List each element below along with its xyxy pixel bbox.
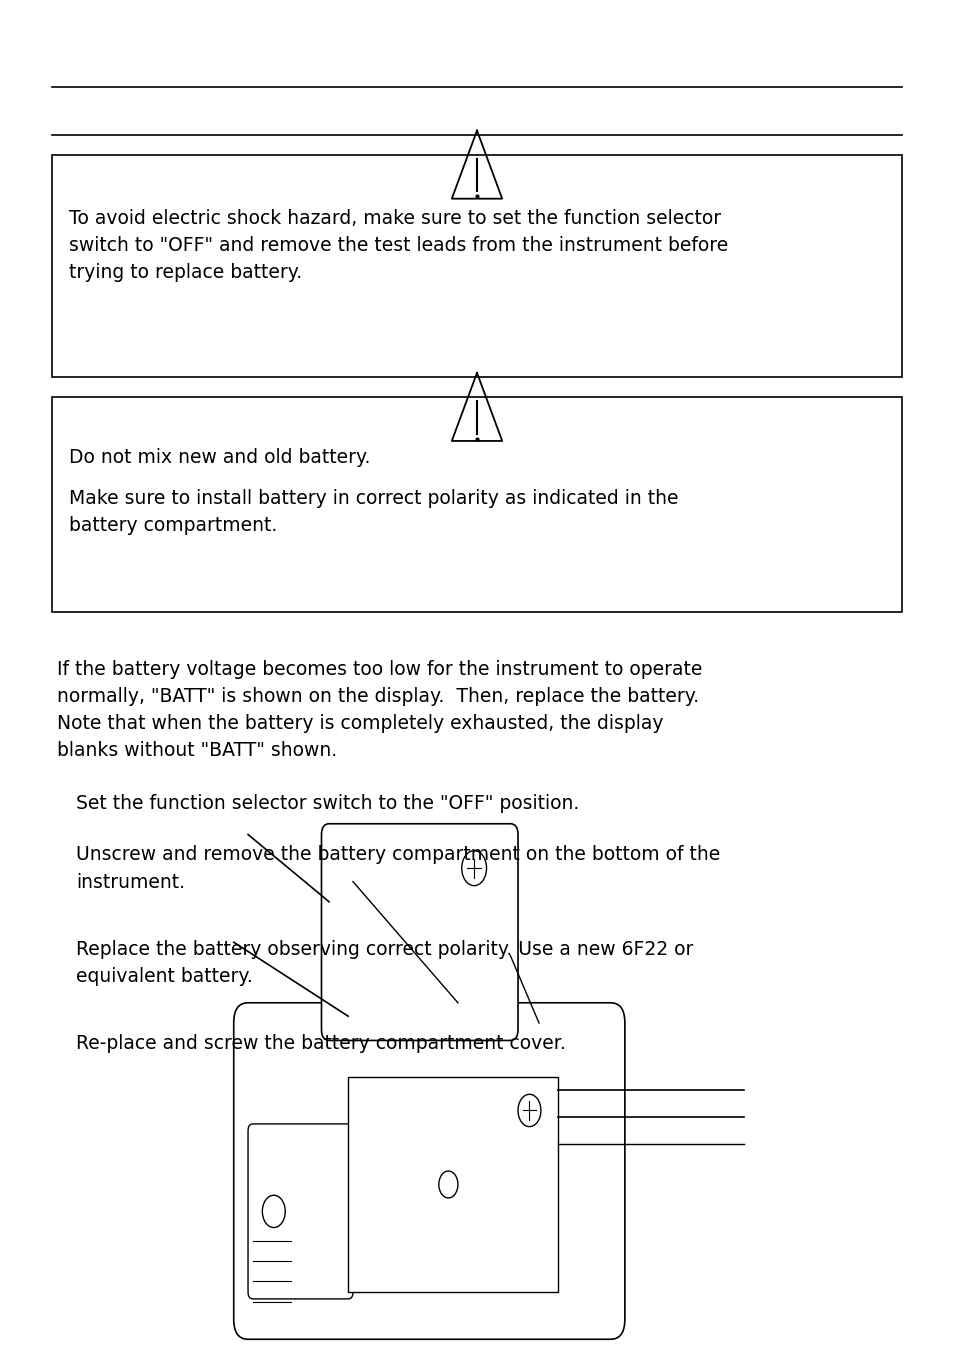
FancyBboxPatch shape [321, 824, 517, 1040]
Text: Do not mix new and old battery.: Do not mix new and old battery. [69, 448, 370, 467]
Text: If the battery voltage becomes too low for the instrument to operate
normally, ": If the battery voltage becomes too low f… [57, 660, 701, 760]
FancyBboxPatch shape [248, 1124, 353, 1299]
Text: Unscrew and remove the battery compartment on the bottom of the
instrument.: Unscrew and remove the battery compartme… [76, 845, 720, 891]
FancyBboxPatch shape [348, 1077, 558, 1292]
FancyBboxPatch shape [52, 397, 901, 612]
FancyBboxPatch shape [52, 155, 901, 377]
Text: Set the function selector switch to the "OFF" position.: Set the function selector switch to the … [76, 794, 579, 813]
FancyBboxPatch shape [233, 1003, 624, 1339]
Text: Replace the battery observing correct polarity. Use a new 6F22 or
equivalent bat: Replace the battery observing correct po… [76, 940, 693, 985]
Text: Re-place and screw the battery compartment cover.: Re-place and screw the battery compartme… [76, 1034, 565, 1053]
Text: Make sure to install battery in correct polarity as indicated in the
battery com: Make sure to install battery in correct … [69, 489, 678, 534]
Text: To avoid electric shock hazard, make sure to set the function selector
switch to: To avoid electric shock hazard, make sur… [69, 209, 727, 283]
